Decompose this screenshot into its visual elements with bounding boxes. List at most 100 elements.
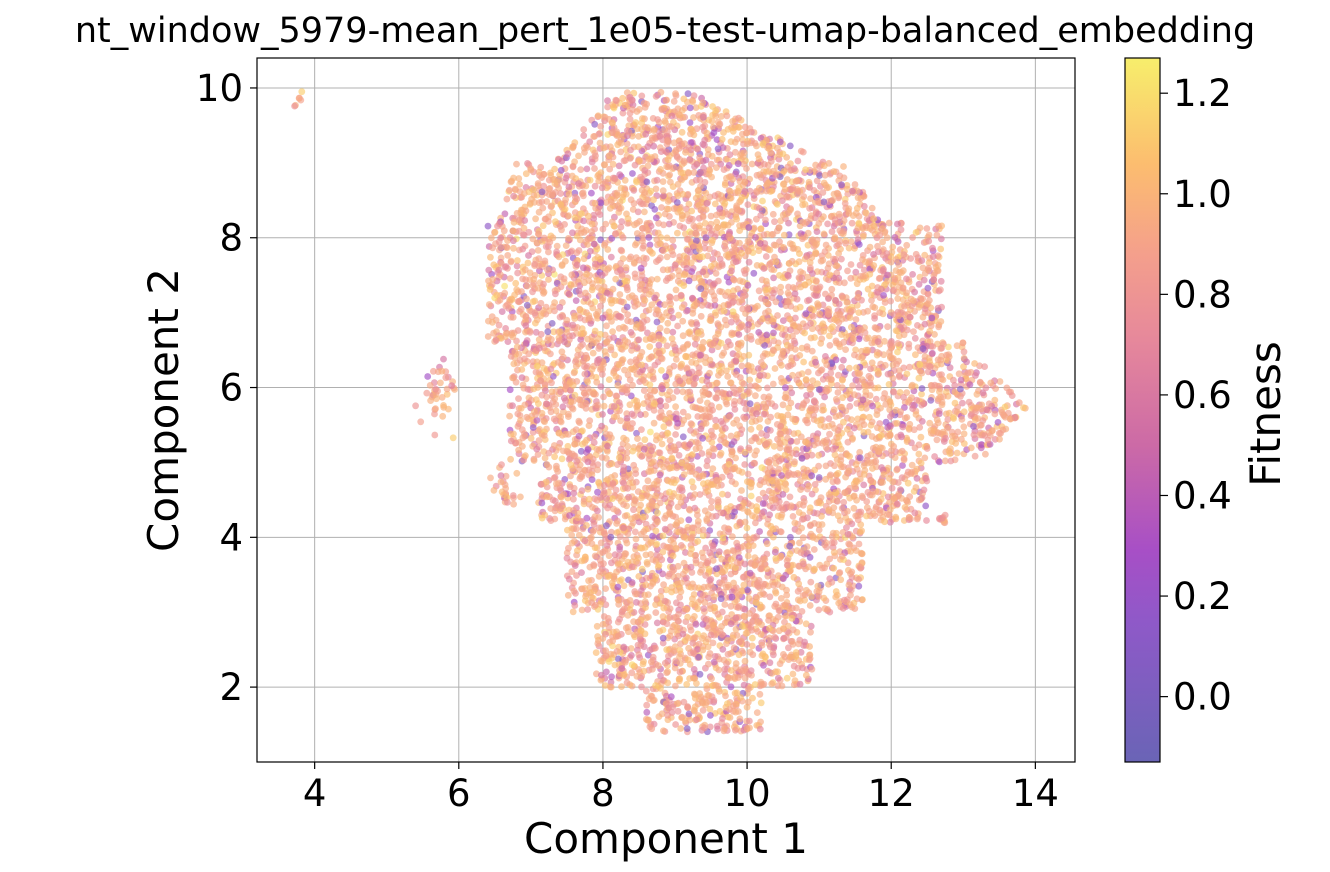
- scatter-point: [815, 220, 823, 227]
- scatter-point: [607, 343, 615, 351]
- scatter-point: [813, 177, 821, 185]
- scatter-point: [581, 389, 588, 397]
- scatter-point: [597, 676, 605, 684]
- scatter-point: [620, 157, 628, 165]
- scatter-point: [844, 438, 852, 446]
- scatter-point: [981, 363, 988, 370]
- scatter-point: [699, 472, 707, 480]
- scatter-point: [784, 333, 792, 341]
- scatter-point: [756, 424, 763, 431]
- scatter-point: [699, 526, 707, 534]
- scatter-point: [718, 113, 725, 120]
- scatter-point: [761, 342, 768, 349]
- scatter-point: [657, 166, 664, 173]
- scatter-point: [763, 550, 771, 558]
- scatter-point: [789, 513, 797, 520]
- scatter-point: [826, 575, 834, 583]
- scatter-point: [801, 329, 808, 337]
- scatter-point: [599, 621, 607, 628]
- scatter-point: [838, 363, 846, 371]
- scatter-point: [868, 359, 876, 367]
- scatter-point: [896, 367, 903, 374]
- scatter-point: [638, 683, 645, 691]
- scatter-point: [871, 315, 878, 322]
- scatter-point: [626, 115, 634, 123]
- scatter-point: [903, 241, 911, 249]
- scatter-point: [732, 625, 740, 633]
- scatter-point: [721, 601, 729, 608]
- scatter-point: [783, 674, 791, 682]
- scatter-point: [627, 146, 634, 154]
- scatter-point: [695, 640, 703, 648]
- scatter-point: [684, 389, 692, 396]
- scatter-point: [786, 493, 794, 501]
- scatter-point: [658, 440, 666, 448]
- scatter-point: [680, 157, 688, 165]
- scatter-point: [638, 92, 646, 100]
- scatter-point: [846, 402, 854, 410]
- scatter-point: [809, 325, 816, 333]
- scatter-point: [663, 669, 671, 677]
- scatter-point: [915, 450, 923, 458]
- scatter-point: [595, 514, 603, 521]
- scatter-point: [740, 681, 748, 689]
- scatter-point: [529, 429, 537, 436]
- scatter-point: [936, 458, 943, 466]
- scatter-point: [621, 366, 628, 374]
- scatter-point: [660, 727, 667, 735]
- scatter-point: [693, 237, 700, 245]
- scatter-point: [617, 148, 625, 156]
- scatter-point: [879, 238, 886, 246]
- scatter-point: [776, 272, 783, 279]
- scatter-point: [642, 336, 650, 343]
- scatter-point: [778, 682, 786, 690]
- scatter-point: [831, 462, 838, 470]
- scatter-point: [708, 675, 715, 683]
- scatter-point: [670, 164, 678, 172]
- scatter-point: [654, 509, 661, 517]
- scatter-point: [677, 588, 685, 596]
- scatter-point: [560, 408, 567, 416]
- scatter-point: [507, 455, 514, 463]
- scatter-point: [692, 556, 700, 564]
- scatter-point: [561, 205, 569, 213]
- scatter-point: [745, 367, 753, 374]
- scatter-point: [572, 362, 580, 370]
- scatter-point: [734, 604, 742, 611]
- scatter-point: [686, 119, 694, 126]
- scatter-point: [758, 464, 766, 472]
- scatter-point: [652, 185, 660, 193]
- scatter-point: [882, 418, 890, 426]
- scatter-point: [602, 647, 610, 654]
- scatter-point: [744, 552, 752, 560]
- scatter-point: [608, 528, 615, 536]
- scatter-point: [830, 548, 838, 556]
- scatter-point: [855, 576, 862, 583]
- scatter-point: [568, 531, 576, 539]
- scatter-point: [588, 471, 596, 479]
- scatter-point: [828, 285, 836, 293]
- scatter-point: [722, 292, 729, 299]
- scatter-point: [704, 252, 712, 260]
- scatter-point: [654, 229, 662, 237]
- scatter-point: [632, 497, 639, 505]
- scatter-point: [566, 483, 574, 491]
- scatter-point: [852, 316, 860, 323]
- scatter-point: [951, 388, 959, 396]
- scatter-point: [529, 298, 537, 306]
- scatter-point: [606, 431, 614, 438]
- scatter-point: [746, 400, 754, 408]
- scatter-point: [763, 540, 771, 548]
- scatter-point: [730, 644, 738, 652]
- scatter-point: [805, 178, 813, 186]
- scatter-point: [814, 324, 822, 332]
- scatter-point: [814, 430, 822, 438]
- scatter-point: [891, 276, 898, 284]
- scatter-point: [766, 659, 774, 667]
- scatter-point: [847, 274, 855, 282]
- scatter-point: [838, 504, 846, 512]
- scatter-point: [694, 413, 702, 420]
- scatter-point: [743, 524, 751, 532]
- scatter-point: [640, 387, 648, 394]
- scatter-point: [838, 384, 846, 391]
